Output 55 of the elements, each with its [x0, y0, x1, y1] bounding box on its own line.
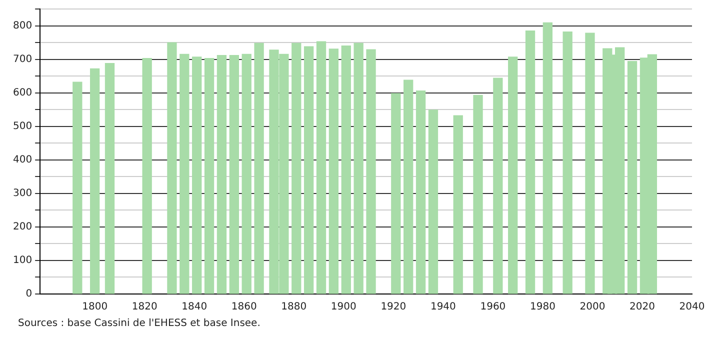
- bar: [404, 80, 414, 294]
- bar: [229, 54, 239, 294]
- bar: [72, 82, 82, 294]
- bar: [254, 42, 264, 294]
- x-tick-label: 1940: [430, 302, 456, 313]
- x-tick-label: 1820: [132, 302, 158, 313]
- x-tick-label: 1920: [380, 302, 406, 313]
- x-tick-label: 1980: [530, 302, 556, 313]
- y-tick-label: 800: [12, 20, 32, 32]
- bar: [142, 58, 152, 294]
- bar: [354, 42, 364, 294]
- bar: [192, 56, 202, 294]
- bar: [167, 42, 177, 294]
- source-note: Sources : base Cassini de l'EHESS et base Insee.: [18, 318, 260, 329]
- bar: [391, 93, 401, 294]
- y-tick-label: 300: [12, 188, 32, 200]
- bar: [627, 60, 638, 294]
- x-tick-label: 1840: [182, 302, 208, 313]
- x-tick-label: 1860: [231, 302, 257, 313]
- bar: [180, 54, 190, 294]
- bar: [304, 46, 314, 294]
- bar: [453, 115, 463, 294]
- x-tick-label: 1900: [330, 302, 356, 313]
- y-tick-label: 400: [12, 154, 32, 166]
- bar: [328, 48, 339, 294]
- y-tick-label: 600: [12, 87, 32, 98]
- bar: [242, 54, 252, 294]
- bar: [525, 30, 536, 294]
- x-tick-label: 2040: [679, 302, 705, 313]
- bar: [562, 31, 572, 294]
- bar: [473, 94, 483, 294]
- bar: [204, 58, 214, 294]
- bar: [366, 49, 376, 294]
- bar: [216, 54, 227, 294]
- x-tick-label: 1880: [281, 302, 307, 313]
- bar: [90, 68, 100, 294]
- y-tick-label: 200: [12, 222, 32, 233]
- y-tick-label: 500: [12, 120, 32, 132]
- y-tick-label: 100: [12, 255, 32, 266]
- bar: [104, 62, 115, 294]
- bar: [416, 90, 426, 294]
- x-tick-label: 2020: [630, 302, 655, 313]
- y-tick-label: 700: [12, 54, 32, 65]
- bar: [292, 42, 302, 294]
- y-tick-label: 0: [26, 288, 32, 300]
- bar: [542, 22, 553, 294]
- x-tick-label: 2000: [580, 302, 606, 313]
- bar: [493, 78, 503, 294]
- bar: [341, 46, 351, 294]
- bar: [585, 32, 595, 294]
- bar: [316, 41, 326, 294]
- x-tick-label: 1960: [480, 302, 506, 313]
- bar: [428, 110, 438, 294]
- bar: [508, 56, 518, 294]
- x-tick-label: 1800: [82, 302, 108, 313]
